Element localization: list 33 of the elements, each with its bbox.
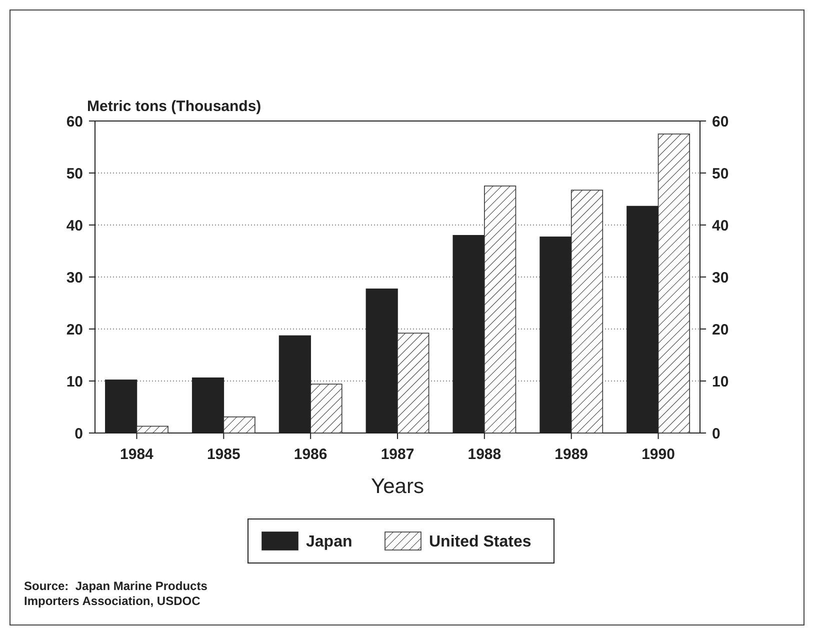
bar [136,426,168,434]
y-tick-label: 60 [66,113,83,130]
y2-tick-label: 50 [712,165,729,182]
x-tick-label: 1987 [380,446,414,463]
bar [310,384,342,434]
x-tick-label: 1986 [294,446,328,463]
x-tick-label: 1984 [120,446,154,463]
y2-tick-label: 60 [712,113,729,130]
y-tick-label: 20 [66,321,83,338]
bar [570,190,604,434]
y-tick-label: 30 [66,269,83,286]
x-tick-label: 1985 [206,446,240,463]
y-axis-title: Metric tons (Thousands) [87,98,262,115]
y-tick-label: 10 [66,373,83,390]
x-tick-label: 1988 [468,446,502,463]
y2-tick-label: 40 [712,217,729,234]
y-tick-label: 0 [74,425,83,442]
x-axis-title: Years [371,475,424,498]
bar [484,186,516,434]
y-tick-label: 40 [66,217,83,234]
y2-tick-label: 30 [712,269,729,286]
y2-tick-label: 10 [712,373,729,390]
y-tick-label: 50 [66,165,83,182]
bar [658,134,690,434]
bar [397,332,430,434]
bar [223,416,256,434]
y2-tick-label: 20 [712,321,729,338]
legend-label: United States [429,534,532,551]
y2-tick-label: 0 [712,425,720,442]
source-note: Source: Japan Marine Products Importers Association, USDOC [24,579,208,608]
x-tick-label: 1989 [554,446,588,463]
legend-label: Japan [306,534,352,551]
x-tick-label: 1990 [642,446,675,463]
